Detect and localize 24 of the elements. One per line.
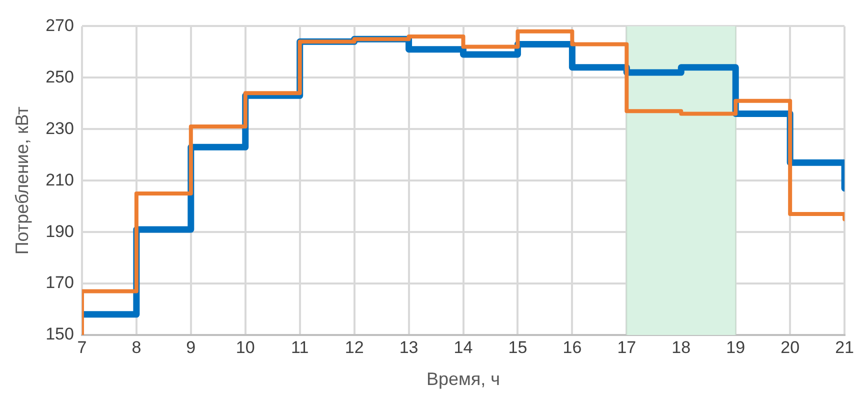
x-tick-label: 13: [399, 338, 418, 357]
x-tick-label: 7: [77, 338, 87, 357]
y-axis-title: Потребление, кВт: [12, 106, 32, 255]
x-tick-label: 20: [780, 338, 800, 357]
x-axis-title: Время, ч: [426, 369, 500, 390]
x-tick-label: 18: [672, 338, 691, 357]
x-tick-label: 8: [132, 338, 142, 357]
x-tick-label: 15: [508, 338, 528, 357]
x-tick-label: 19: [726, 338, 746, 357]
x-tick-label: 21: [835, 338, 854, 357]
x-tick-label: 17: [617, 338, 636, 357]
x-tick-label: 12: [344, 338, 364, 357]
x-tick-label: 14: [454, 338, 473, 357]
y-tick-label: 190: [46, 222, 74, 241]
y-tick-label: 230: [46, 118, 74, 138]
x-tick-label: 11: [291, 338, 309, 357]
x-tick-label: 10: [236, 338, 255, 357]
x-tick-label: 16: [562, 338, 582, 357]
y-tick-label: 170: [46, 273, 74, 292]
y-tick-label: 210: [46, 170, 74, 190]
x-tick-label: 9: [186, 338, 196, 357]
y-tick-label: 270: [46, 16, 74, 35]
y-tick-label: 150: [46, 324, 74, 344]
y-tick-label: 250: [46, 67, 74, 86]
